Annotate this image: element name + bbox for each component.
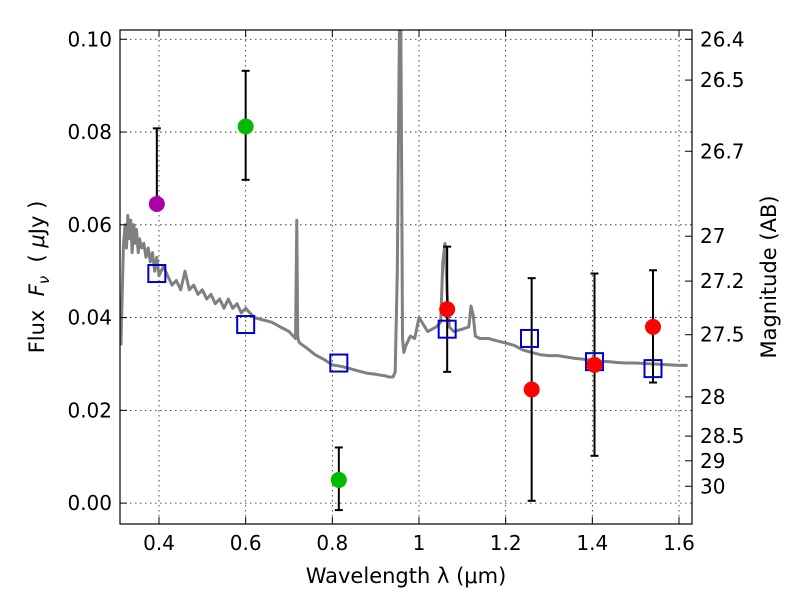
y-tick-label: 0.06: [67, 213, 112, 237]
x-axis-label: Wavelength λ (μm): [306, 564, 507, 588]
right-tick-label: 26.5: [700, 68, 745, 92]
plot-frame: [119, 29, 693, 525]
model-photometry-point: [236, 315, 256, 335]
observed-photometry-point: [237, 118, 254, 135]
y-axis-label-prefix: Flux: [25, 296, 49, 353]
y-axis-label-nu: ν: [35, 276, 53, 284]
y-tick-label: 0.02: [67, 398, 112, 422]
y-axis-label-mu: μ: [25, 234, 49, 248]
right-tick-label: 27: [700, 224, 725, 248]
y-axis-label-open: (: [25, 248, 49, 276]
y-tick-label: 0.10: [67, 27, 112, 51]
right-tick-label: 27.2: [700, 269, 745, 293]
y-axis-label-f: F: [25, 283, 49, 296]
y-axis-label-unit: Jy ): [25, 201, 49, 237]
observed-photometry-point: [330, 471, 347, 488]
observed-photometry-point: [586, 356, 603, 373]
model-photometry-point: [643, 359, 663, 379]
right-tick-label: 29: [700, 449, 725, 473]
observed-photometry-point: [645, 318, 661, 335]
y-tick-label: 0.04: [67, 306, 112, 330]
x-tick-label: 0.8: [316, 531, 348, 555]
y-axis-label: Flux Fν ( μJy ): [25, 201, 53, 354]
observed-photometry-point: [439, 301, 456, 318]
right-axis-label: Magnitude (AB): [757, 195, 781, 358]
observed-photometry-point: [148, 195, 165, 212]
right-tick-label: 28: [700, 385, 725, 409]
model-sed-line: [120, 30, 688, 379]
x-tick-label: 1.4: [576, 531, 608, 555]
model-photometry-point: [147, 264, 167, 284]
y-tick-label: 0.00: [67, 491, 112, 515]
right-tick-label: 26.4: [700, 27, 745, 51]
right-tick-label: 28.5: [700, 424, 745, 448]
model-photometry-point: [520, 328, 539, 348]
model-photometry-point: [437, 319, 457, 339]
right-tick-label: 26.7: [700, 139, 745, 163]
right-tick-label: 27.5: [700, 323, 745, 347]
x-tick-label: 0.4: [143, 531, 175, 555]
model-photometry-point: [329, 353, 349, 373]
observed-photometry-point: [523, 381, 540, 398]
x-tick-label: 1.2: [490, 531, 522, 555]
x-tick-label: 1: [413, 531, 426, 555]
y-tick-label: 0.08: [67, 120, 112, 144]
right-tick-label: 30: [700, 474, 725, 498]
x-tick-label: 0.6: [230, 531, 262, 555]
x-tick-label: 1.6: [663, 531, 695, 555]
